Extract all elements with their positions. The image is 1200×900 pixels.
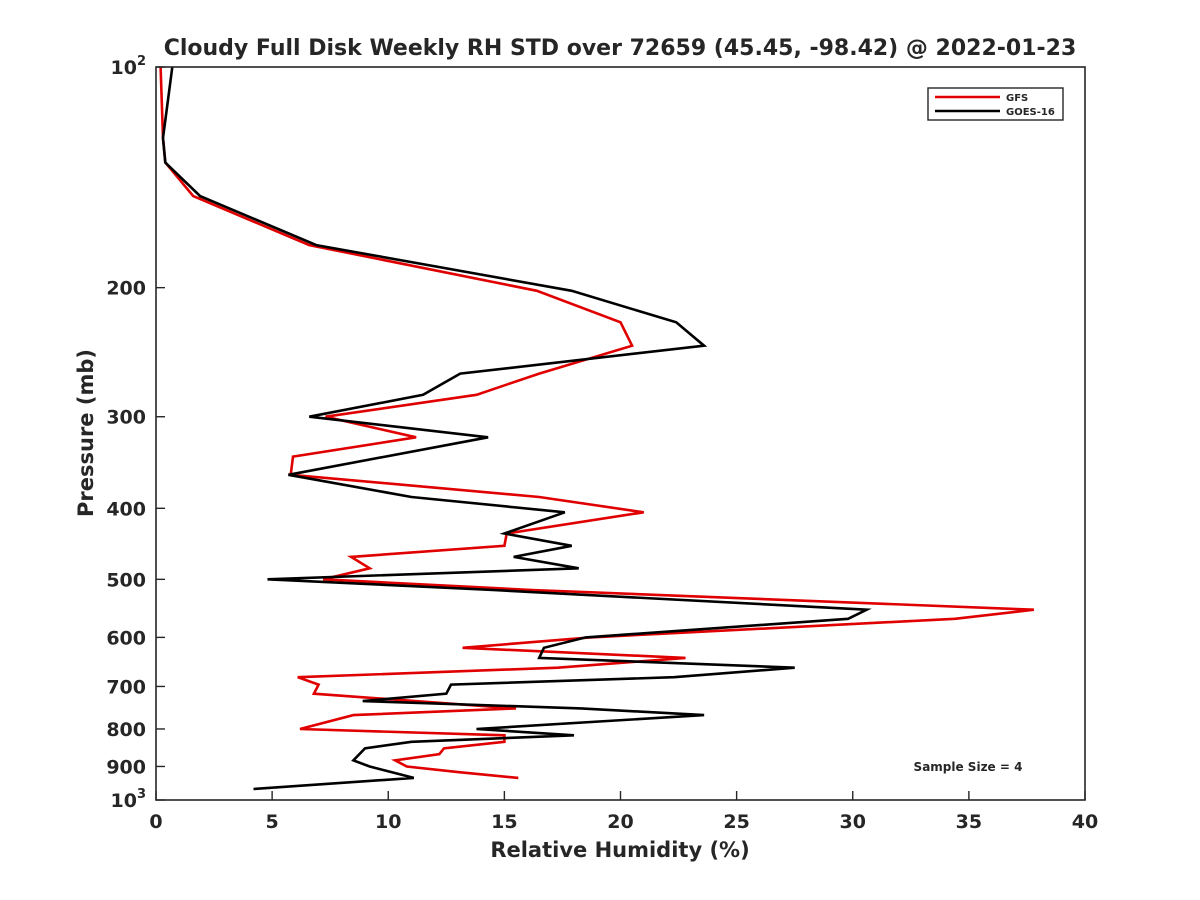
y-tick-label: 300 [106, 407, 146, 429]
legend: GFS GOES-16 [927, 87, 1064, 121]
x-tick-label: 20 [607, 811, 633, 833]
plot-frame [155, 66, 1086, 801]
y-tick-label: 700 [106, 676, 146, 698]
x-tick-label: 5 [266, 811, 279, 833]
y-tick-label: 900 [106, 756, 146, 778]
x-axis-ticks: 0 5 10 15 20 25 30 35 40 [149, 791, 1098, 833]
x-tick-label: 40 [1072, 811, 1098, 833]
legend-box [927, 87, 1064, 121]
series-line-goes16 [161, 66, 872, 791]
x-tick-label: 0 [149, 811, 162, 833]
y-axis-label: Pressure (mb) [74, 349, 98, 517]
y-axis-ticks: 102 200 300 400 500 600 700 800 900 103 [106, 54, 165, 812]
y-tick-label: 500 [106, 569, 146, 591]
x-tick-label: 10 [375, 811, 401, 833]
x-tick-label: 25 [723, 811, 749, 833]
legend-label-goes16: GOES-16 [1006, 107, 1055, 118]
x-tick-label: 15 [491, 811, 517, 833]
series-layer [159, 66, 1035, 791]
y-tick-label: 600 [106, 627, 146, 649]
x-tick-label: 35 [956, 811, 982, 833]
y-tick-label: 400 [106, 498, 146, 520]
x-tick-label: 30 [840, 811, 866, 833]
y-tick-label: 200 [106, 278, 146, 300]
x-axis-label: Relative Humidity (%) [490, 838, 749, 862]
chart-title: Cloudy Full Disk Weekly RH STD over 7265… [164, 36, 1077, 61]
y-tick-label: 102 [111, 54, 147, 79]
legend-label-gfs: GFS [1006, 93, 1028, 104]
y-tick-label: 103 [111, 787, 147, 812]
y-tick-label: 800 [106, 719, 146, 741]
sample-size-annotation: Sample Size = 4 [914, 760, 1023, 774]
series-line-gfs [159, 66, 1035, 780]
